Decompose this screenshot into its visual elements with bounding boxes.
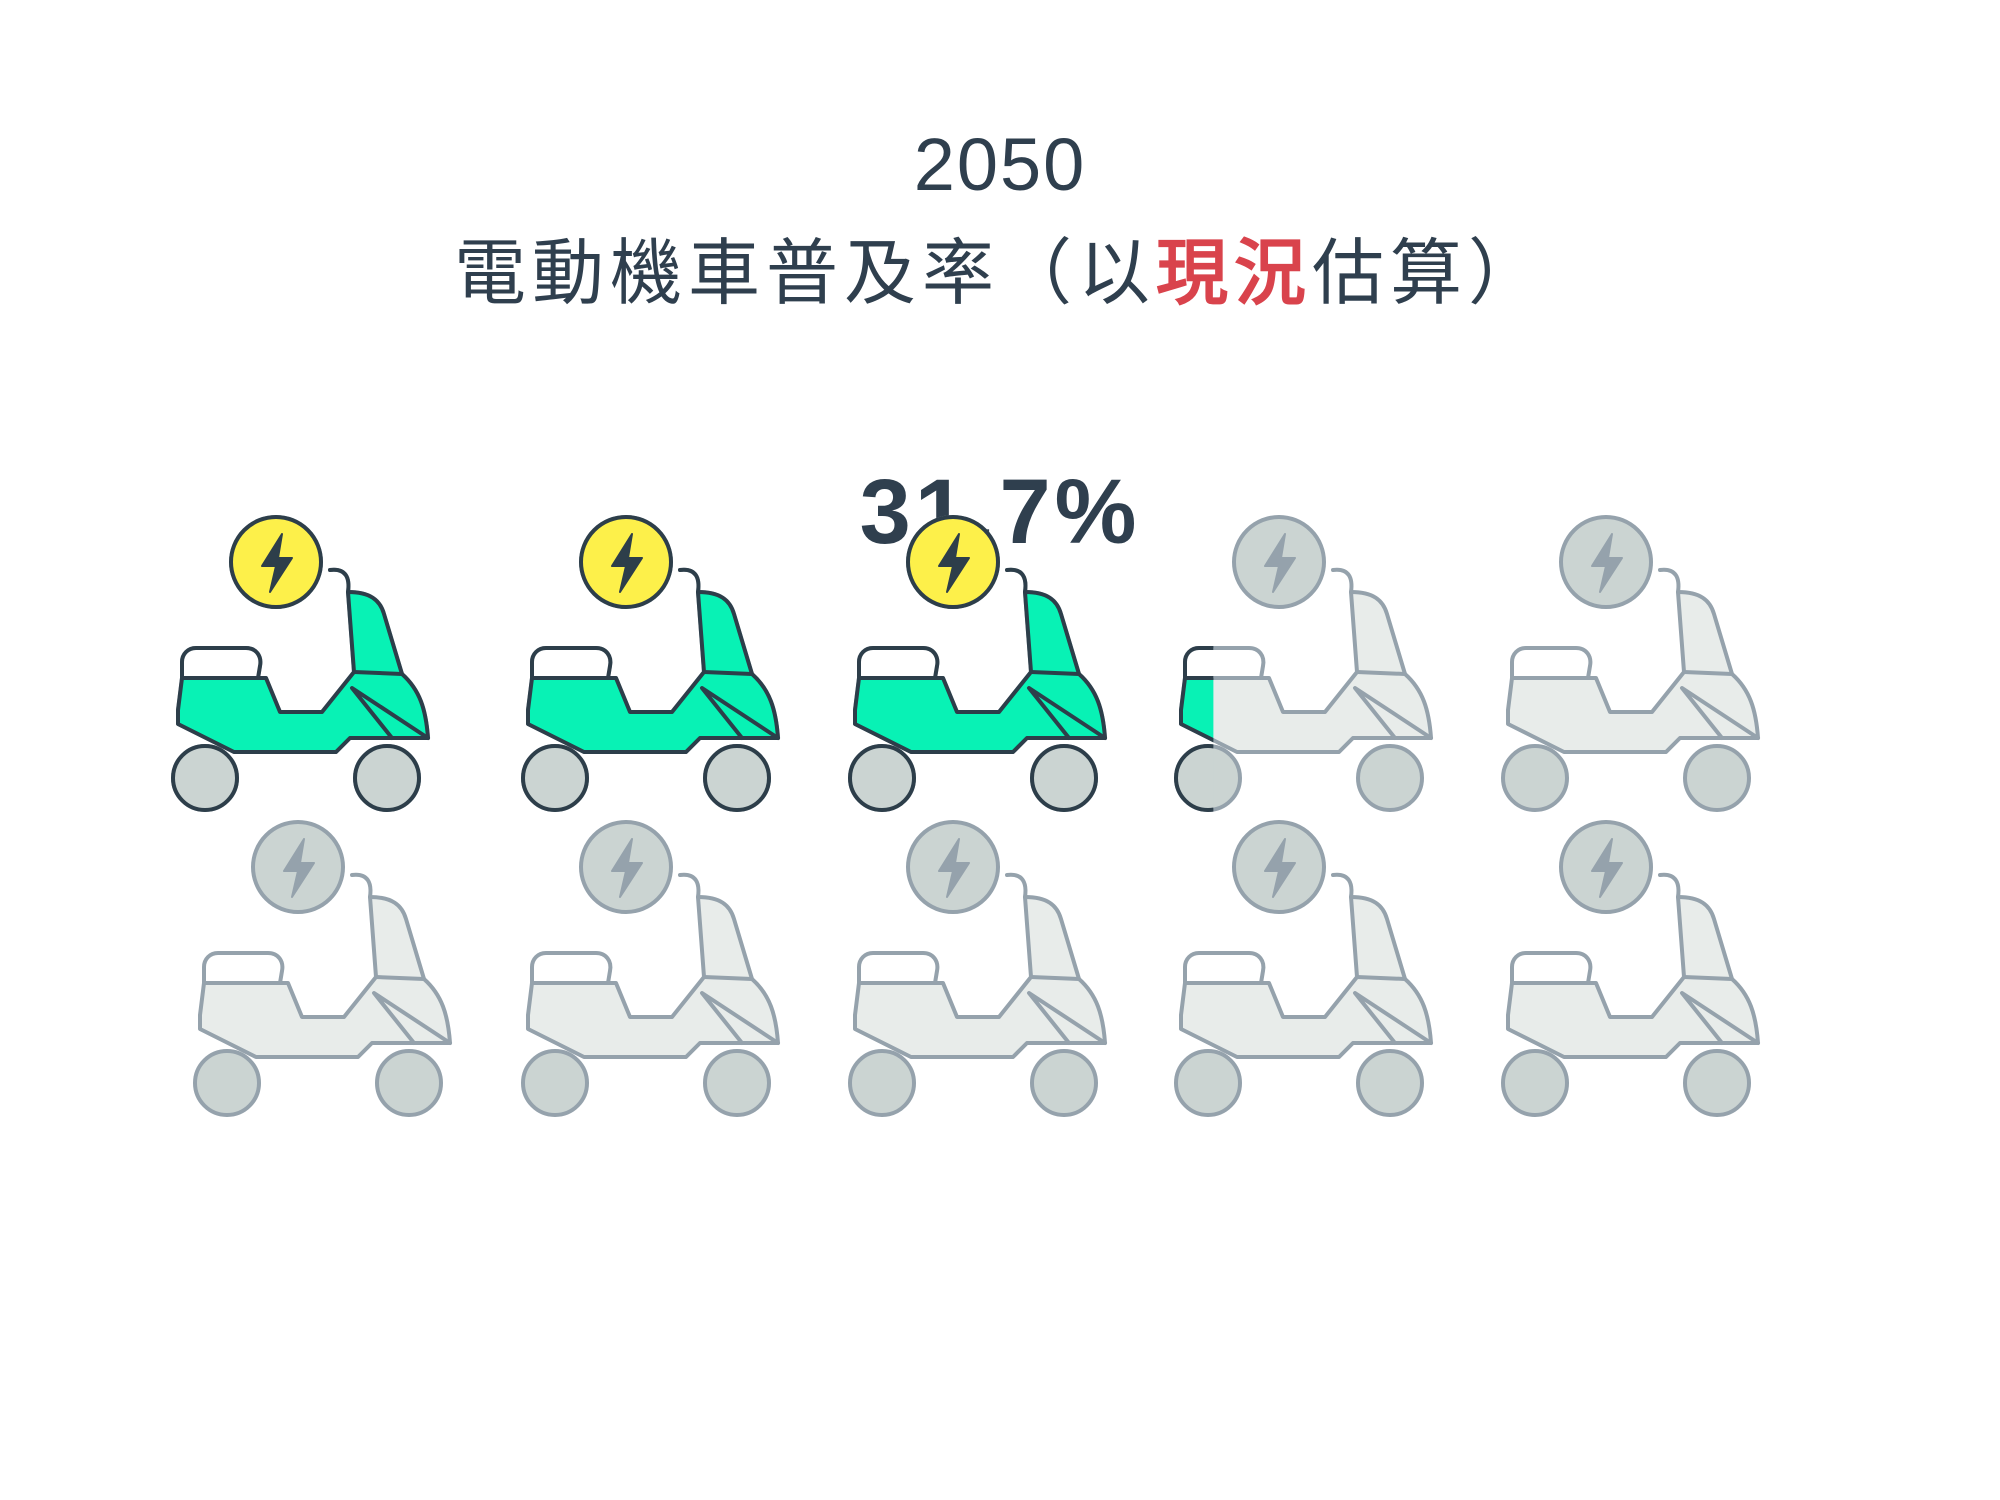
percentage-value: 31.7% bbox=[859, 461, 1141, 563]
scooter-inactive-layer bbox=[193, 820, 452, 1117]
scooter-icon-2 bbox=[521, 515, 780, 812]
scooter-active-layer bbox=[171, 515, 430, 812]
title-block: 2050 電動機車普及率（以現況估算） bbox=[0, 120, 2000, 318]
scooter-icon-5 bbox=[1501, 515, 1760, 812]
scooter-active-layer bbox=[521, 515, 780, 812]
year-label: 2050 bbox=[913, 123, 1087, 206]
scooter-icon-6 bbox=[193, 820, 452, 1117]
scooter-icon-7 bbox=[521, 820, 780, 1117]
scooter-inactive-layer bbox=[1174, 515, 1433, 812]
scooter-active-layer bbox=[848, 515, 1107, 812]
scooter-icon-4 bbox=[1174, 515, 1433, 812]
scooter-inactive-layer bbox=[1501, 515, 1760, 812]
scooter-inactive-layer bbox=[848, 820, 1107, 1117]
scooter-icon-8 bbox=[848, 820, 1107, 1117]
scooter-icon-9 bbox=[1174, 820, 1433, 1117]
subtitle-before: 電動機車普及率（以 bbox=[453, 231, 1156, 315]
scooter-icon-1 bbox=[171, 515, 430, 812]
subtitle: 電動機車普及率（以現況估算） bbox=[0, 228, 2000, 318]
scooter-inactive-layer bbox=[521, 820, 780, 1117]
scooter-inactive-layer bbox=[1174, 820, 1433, 1117]
subtitle-after: 估算） bbox=[1312, 231, 1547, 315]
scooter-active-layer bbox=[1174, 646, 1214, 812]
subtitle-highlight: 現況 bbox=[1155, 231, 1312, 315]
scooter-inactive-layer bbox=[1501, 820, 1760, 1117]
scooter-icon-10 bbox=[1501, 820, 1760, 1117]
scooter-icon-3 bbox=[848, 515, 1107, 812]
